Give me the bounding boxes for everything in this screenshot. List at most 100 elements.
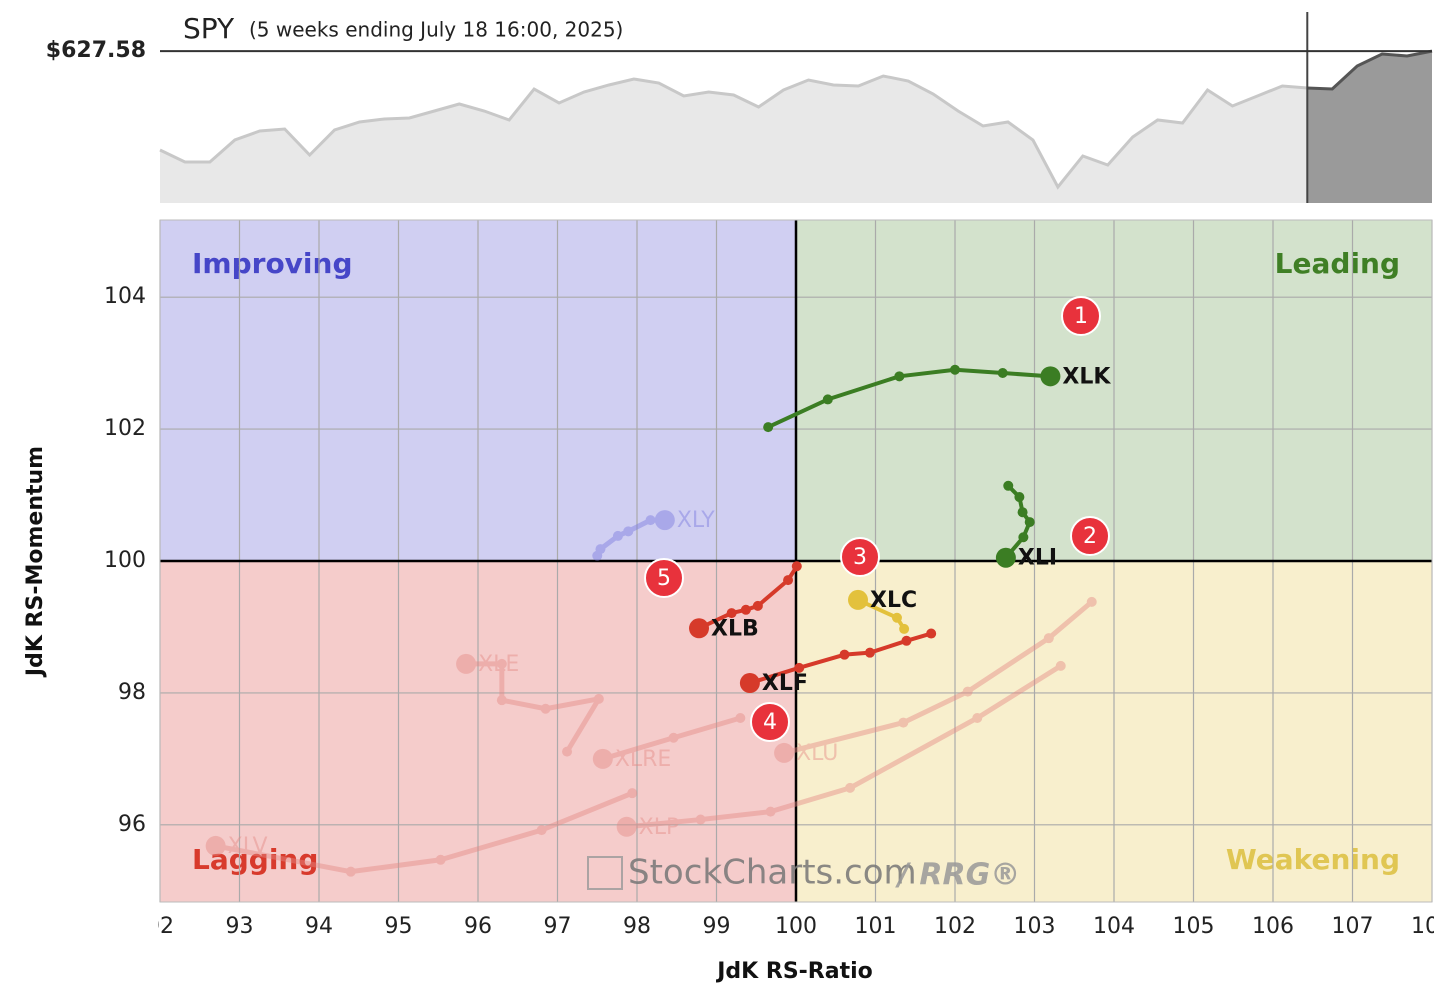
x-tick-label: 102 (934, 914, 976, 939)
series: XLV (205, 788, 638, 877)
x-tick-label: 96 (464, 914, 492, 939)
series-head (739, 673, 760, 694)
series-point (997, 368, 1008, 379)
watermark-logo (587, 856, 623, 890)
series-point (435, 854, 446, 865)
plot-border (159, 219, 1433, 903)
series-point (1086, 596, 1097, 607)
series-point (962, 686, 973, 697)
series-head (689, 618, 710, 639)
series-point (765, 806, 776, 817)
series-point (926, 628, 937, 639)
series-point (901, 635, 912, 646)
series-label: XLF (762, 671, 808, 696)
series-point (891, 612, 902, 623)
series-point (668, 732, 679, 743)
series: XLE (456, 652, 604, 757)
annotation-label: 5 (657, 566, 671, 591)
price-line (159, 74, 1308, 190)
y-tick-label: 96 (118, 812, 146, 837)
price-tail-line (1307, 49, 1433, 91)
annotation-label: 4 (763, 710, 777, 735)
series-label: XLV (228, 834, 268, 859)
x-tick-label: 107 (1332, 914, 1374, 939)
series-label: XLU (796, 741, 838, 766)
series-tail (781, 599, 1095, 756)
series-point (496, 695, 507, 706)
price-subtitle: (5 weeks ending July 18 16:00, 2025) (249, 18, 623, 42)
x-tick-label: 95 (385, 914, 413, 939)
series: XLRE (592, 712, 746, 772)
series: XLP (616, 660, 1066, 840)
series-point (950, 364, 960, 375)
series-point (894, 371, 905, 382)
series-label: XLY (677, 508, 715, 533)
series: XLU (774, 596, 1097, 766)
x-tick-label: 101 (855, 914, 897, 939)
series-tail (600, 715, 743, 762)
series: XLF (739, 628, 937, 696)
series-label: XLB (711, 616, 759, 641)
watermark: StockCharts.com (628, 853, 917, 893)
series-point (740, 604, 751, 615)
series-tail (213, 790, 635, 875)
series-tail (463, 661, 602, 755)
x-tick-label: 94 (305, 914, 333, 939)
series-point (735, 712, 746, 723)
series-head (456, 653, 477, 674)
series-head (995, 547, 1016, 568)
annotation-marker (1070, 516, 1110, 556)
series-head (774, 742, 795, 763)
price-tail-area (1307, 51, 1432, 203)
series-head (1040, 366, 1061, 387)
annotation-label: 3 (853, 545, 867, 570)
annotation-marker (1061, 296, 1101, 336)
series-point (763, 422, 774, 433)
series-point (627, 788, 638, 799)
series-point (623, 526, 634, 537)
x-tick-label: 108 (1411, 914, 1441, 939)
price-title: SPY (183, 12, 235, 45)
series-point (592, 550, 603, 561)
x-tick-label: 100 (775, 914, 817, 939)
x-tick-label: 104 (1093, 914, 1135, 939)
x-tick-labels: 92 93 94 95 96 97 98 99 100 101 102 103 104 105 106 107… (158, 914, 1441, 939)
series: XLC (848, 588, 917, 634)
series-label: XLC (870, 588, 917, 613)
series-point (794, 662, 805, 673)
series: XLY (592, 508, 715, 561)
series-point (645, 515, 656, 526)
y-axis-label: JdK RS-Momentum (23, 446, 48, 678)
series-head (848, 589, 869, 610)
series-point (845, 782, 856, 793)
price-tick-label: $627.58 (46, 38, 146, 63)
x-axis-label: JdK RS-Ratio (715, 959, 873, 984)
quadrant-label: Lagging (192, 843, 318, 876)
series-label: XLI (1018, 546, 1057, 571)
series-point (1018, 532, 1029, 543)
x-tick-label: 93 (226, 914, 254, 939)
series-tail (624, 663, 1064, 830)
series-head (616, 816, 637, 837)
series-tail (594, 517, 668, 559)
series: XLI (995, 480, 1057, 571)
series-point (593, 693, 604, 704)
annotation-label: 1 (1074, 304, 1088, 329)
series-point (972, 712, 983, 723)
x-tick-label: 97 (544, 914, 572, 939)
series-point (899, 623, 910, 634)
series-point (536, 825, 547, 836)
quadrant-label: Weakening (1226, 843, 1400, 876)
series-point (752, 600, 763, 611)
series-head (654, 510, 675, 531)
y-tick-label: 102 (104, 416, 146, 441)
series-label: XLE (478, 652, 519, 677)
series-label: XLRE (615, 747, 672, 772)
series-label: XLP (639, 815, 680, 840)
series-point (695, 814, 706, 825)
quadrant-label: Leading (1275, 247, 1400, 280)
series-point (1003, 480, 1014, 491)
y-tick-label: 98 (118, 680, 146, 705)
series: XLK (763, 364, 1111, 433)
annotation-marker (840, 537, 880, 577)
